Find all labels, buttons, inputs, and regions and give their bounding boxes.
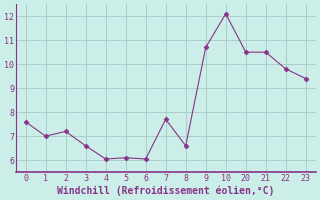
X-axis label: Windchill (Refroidissement éolien,°C): Windchill (Refroidissement éolien,°C)	[57, 185, 274, 196]
